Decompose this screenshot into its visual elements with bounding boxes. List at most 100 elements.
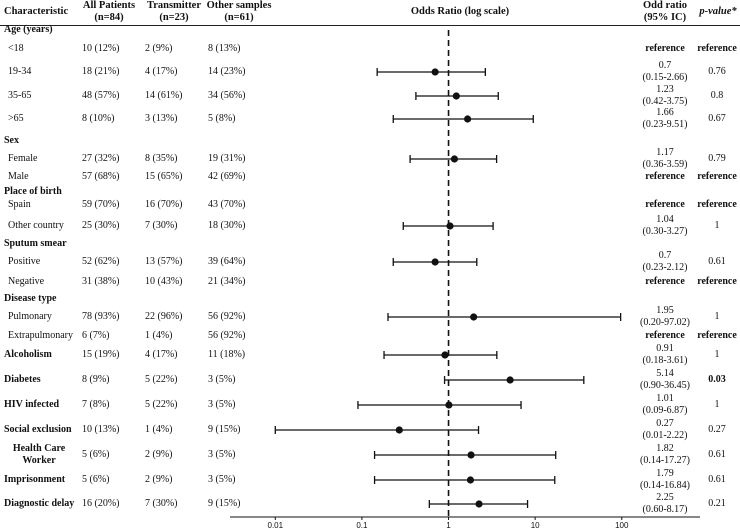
odds-ratio-ci: (0.18-3.61) [642, 355, 688, 366]
odds-ratio-ci: (0.23-9.51) [642, 119, 688, 130]
cell-transmitter: 7 (30%) [145, 220, 178, 231]
header-or-ci: (95% IC) [643, 12, 687, 23]
pvalue-reference: reference [697, 276, 737, 287]
or-point [431, 258, 439, 266]
odds-ratio-ci: (0.14-16.84) [640, 480, 690, 491]
cell-transmitter: 2 (9%) [145, 43, 173, 54]
cell-all-patients: 78 (93%) [82, 311, 120, 322]
row-label: 35-65 [8, 90, 32, 101]
row-label: Alcoholism [4, 349, 52, 360]
cell-transmitter: 16 (70%) [145, 199, 183, 210]
cell-all-patients: 48 (57%) [82, 90, 120, 101]
cell-all-patients: 57 (68%) [82, 171, 120, 182]
odds-ratio-value: 1.23 [656, 84, 674, 95]
cell-all-patients: 7 (8%) [82, 399, 110, 410]
header-characteristic: Characteristic [4, 6, 69, 17]
row-label: Male [8, 171, 29, 182]
odds-ratio-reference: reference [645, 43, 685, 54]
row-label-line2: Worker [22, 455, 56, 466]
cell-transmitter: 3 (13%) [145, 113, 178, 124]
odds-ratio-reference: reference [645, 330, 685, 341]
header-other-samples: Other samples (n=61) [202, 0, 276, 24]
row-label: Other country [8, 220, 64, 231]
pvalue: 0.21 [708, 498, 726, 509]
cell-other-samples: 43 (70%) [208, 199, 246, 210]
odds-ratio-ci: (0.90-36.45) [640, 380, 690, 391]
cell-all-patients: 52 (62%) [82, 256, 120, 267]
odds-ratio-reference: reference [645, 171, 685, 182]
x-tick-label: 10 [531, 521, 540, 530]
x-tick-label: 0.01 [268, 521, 284, 530]
cell-other-samples: 3 (5%) [208, 474, 236, 485]
row-label: Spain [8, 199, 31, 210]
cell-other-samples: 8 (13%) [208, 43, 241, 54]
pvalue: 1 [714, 399, 720, 410]
row-label: Social exclusion [4, 424, 72, 435]
odds-ratio-reference: reference [645, 276, 685, 287]
cell-all-patients: 59 (70%) [82, 199, 120, 210]
header-odd-ratio: Odd ratio (95% IC) [630, 0, 700, 24]
x-tick-label: 0.1 [356, 521, 368, 530]
row-label: Female [8, 153, 38, 164]
pvalue: 0.61 [708, 474, 726, 485]
cell-all-patients: 18 (21%) [82, 66, 120, 77]
cell-other-samples: 21 (34%) [208, 276, 246, 287]
category-label: Place of birth [4, 186, 62, 197]
or-point [446, 222, 454, 230]
or-point [475, 500, 483, 508]
pvalue: 1 [714, 311, 720, 322]
odds-ratio-ci: (0.14-17.27) [640, 455, 690, 466]
cell-other-samples: 3 (5%) [208, 449, 236, 460]
cell-other-samples: 19 (31%) [208, 153, 246, 164]
cell-other-samples: 3 (5%) [208, 399, 236, 410]
header-odds-ratio-scale: Odds Ratio (log scale) [410, 6, 510, 17]
or-point [467, 451, 475, 459]
or-point [431, 68, 439, 76]
cell-all-patients: 27 (32%) [82, 153, 120, 164]
cell-other-samples: 5 (8%) [208, 113, 236, 124]
header-transmitter-n: (n=23) [159, 12, 189, 23]
row-label: Extrapulmonary [8, 330, 73, 341]
odds-ratio-value: 1.04 [656, 214, 674, 225]
odds-ratio-ci: (0.01-2.22) [642, 430, 688, 441]
pvalue: 0.67 [708, 113, 726, 124]
cell-other-samples: 34 (56%) [208, 90, 246, 101]
cell-transmitter: 2 (9%) [145, 474, 173, 485]
odds-ratio-value: 5.14 [656, 368, 674, 379]
cell-transmitter: 13 (57%) [145, 256, 183, 267]
cell-all-patients: 8 (9%) [82, 374, 110, 385]
cell-all-patients: 15 (19%) [82, 349, 120, 360]
odds-ratio-value: 0.7 [658, 250, 672, 261]
pvalue-reference: reference [697, 171, 737, 182]
cell-transmitter: 4 (17%) [145, 66, 178, 77]
row-label: <18 [8, 43, 24, 54]
row-label: 19-34 [8, 66, 32, 77]
cell-transmitter: 4 (17%) [145, 349, 178, 360]
category-label: Sex [4, 135, 19, 146]
cell-all-patients: 6 (7%) [82, 330, 110, 341]
pvalue: 0.03 [708, 374, 726, 385]
cell-transmitter: 2 (9%) [145, 449, 173, 460]
odds-ratio-value: 1.17 [656, 147, 674, 158]
x-tick-label: 1 [446, 521, 451, 530]
cell-all-patients: 5 (6%) [82, 449, 110, 460]
or-point [395, 426, 403, 434]
row-label: HIV infected [4, 399, 60, 410]
cell-all-patients: 16 (20%) [82, 498, 120, 509]
category-label: Disease type [4, 293, 57, 304]
cell-all-patients: 25 (30%) [82, 220, 120, 231]
or-point [466, 476, 475, 484]
header-all-patients-n: (n=84) [94, 12, 124, 23]
odds-ratio-value: 1.82 [656, 443, 674, 454]
cell-transmitter: 5 (22%) [145, 399, 178, 410]
odds-ratio-ci: (0.23-2.12) [642, 262, 688, 273]
cell-transmitter: 14 (61%) [145, 90, 183, 101]
cell-transmitter: 1 (4%) [145, 330, 173, 341]
or-point [452, 92, 460, 100]
odds-ratio-value: 0.7 [658, 60, 672, 71]
header-all-patients-title: All Patients [82, 0, 136, 11]
cell-other-samples: 56 (92%) [208, 330, 246, 341]
cell-transmitter: 7 (30%) [145, 498, 178, 509]
cell-all-patients: 8 (10%) [82, 113, 115, 124]
odds-ratio-ci: (0.09-6.87) [642, 405, 688, 416]
